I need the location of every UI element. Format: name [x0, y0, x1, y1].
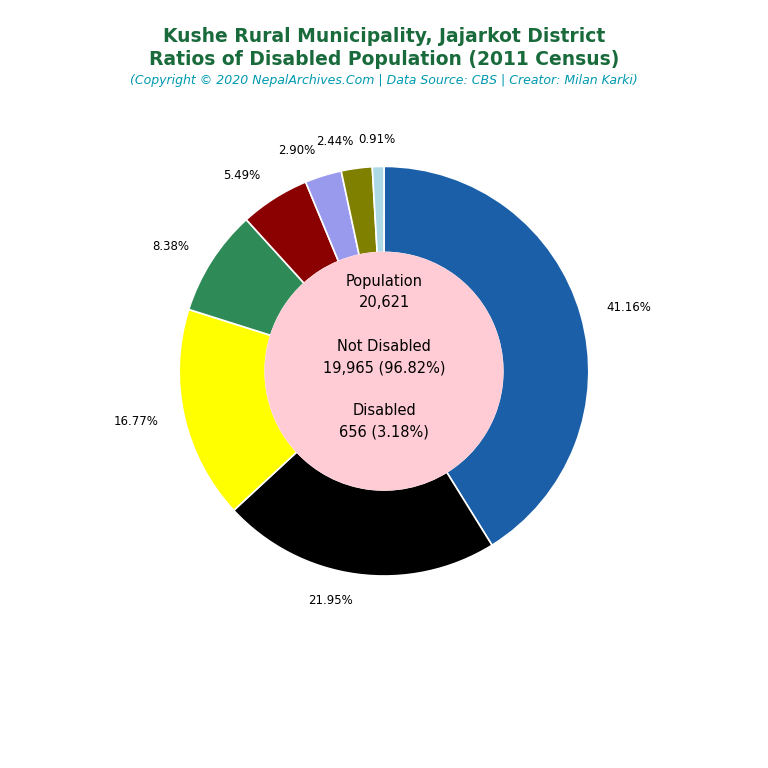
Text: 41.16%: 41.16% — [607, 301, 651, 314]
Text: (Copyright © 2020 NepalArchives.Com | Data Source: CBS | Creator: Milan Karki): (Copyright © 2020 NepalArchives.Com | Da… — [130, 74, 638, 88]
Text: 16.77%: 16.77% — [114, 415, 158, 429]
Text: Kushe Rural Municipality, Jajarkot District: Kushe Rural Municipality, Jajarkot Distr… — [163, 27, 605, 46]
Wedge shape — [372, 167, 384, 253]
Text: Population
20,621

Not Disabled
19,965 (96.82%)

Disabled
656 (3.18%): Population 20,621 Not Disabled 19,965 (9… — [323, 273, 445, 440]
Text: 0.91%: 0.91% — [359, 134, 396, 147]
Text: 2.90%: 2.90% — [278, 144, 315, 157]
Wedge shape — [384, 167, 589, 545]
Wedge shape — [306, 171, 359, 261]
Text: 8.38%: 8.38% — [152, 240, 189, 253]
Text: Ratios of Disabled Population (2011 Census): Ratios of Disabled Population (2011 Cens… — [149, 50, 619, 69]
Wedge shape — [179, 310, 297, 511]
Text: 2.44%: 2.44% — [316, 135, 353, 148]
Wedge shape — [247, 182, 339, 283]
Text: 21.95%: 21.95% — [308, 594, 353, 607]
Wedge shape — [341, 167, 377, 255]
Wedge shape — [189, 220, 304, 336]
Wedge shape — [233, 452, 492, 576]
Circle shape — [265, 253, 503, 490]
Text: 5.49%: 5.49% — [223, 169, 260, 182]
